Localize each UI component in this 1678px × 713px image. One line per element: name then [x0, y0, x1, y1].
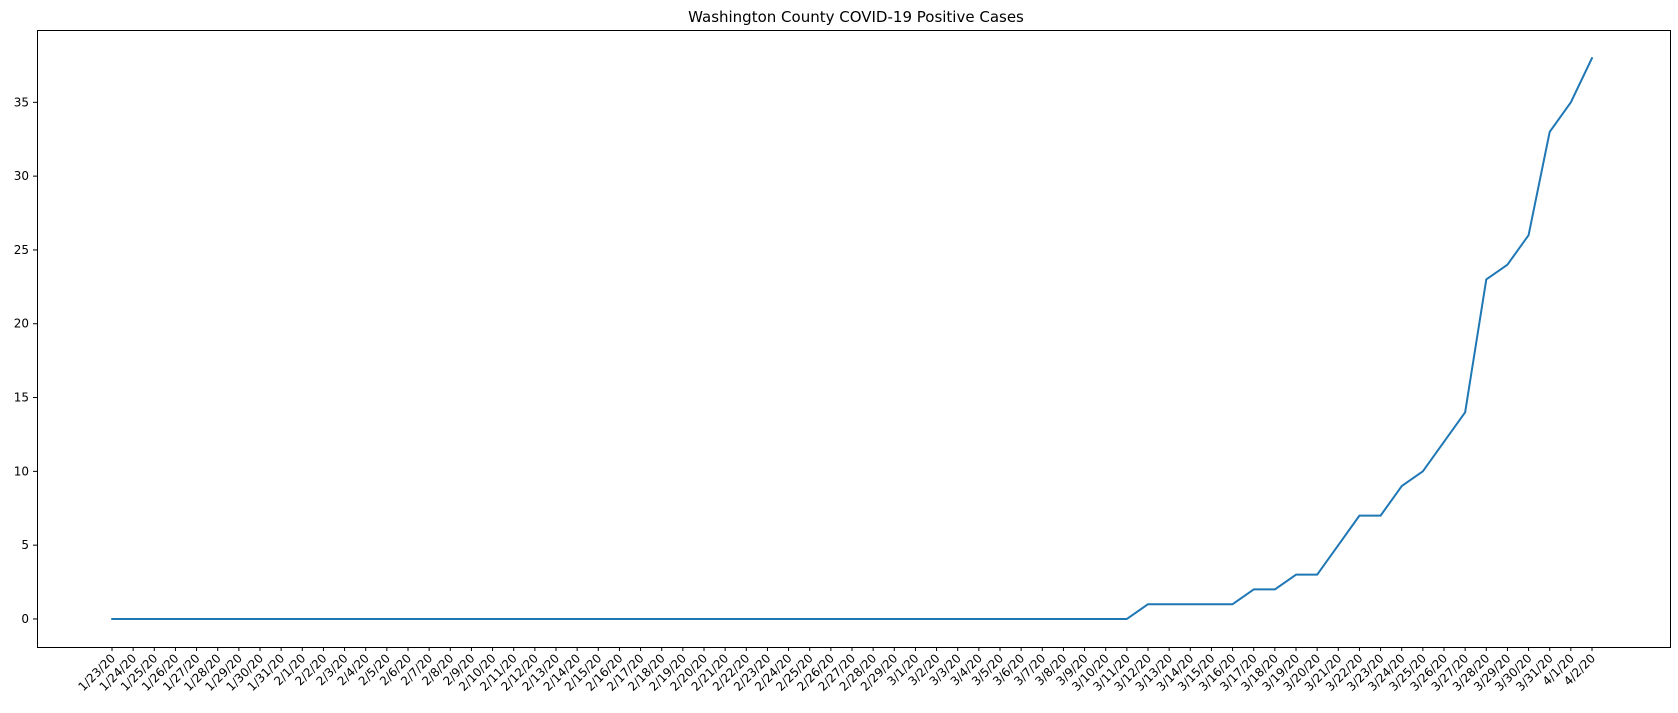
data-point — [1105, 618, 1107, 620]
y-tick-label: 0 — [21, 612, 29, 626]
data-point — [132, 618, 134, 620]
data-point — [1380, 515, 1382, 517]
y-tick-label: 25 — [14, 243, 29, 257]
series-line-positive-cases — [111, 57, 1593, 620]
data-point — [1210, 603, 1212, 605]
data-point — [534, 618, 536, 620]
data-point — [111, 618, 113, 620]
data-point — [978, 618, 980, 620]
data-point — [1274, 588, 1276, 590]
data-point — [1295, 574, 1297, 576]
data-point — [1020, 618, 1022, 620]
data-point — [893, 618, 895, 620]
data-point — [618, 618, 620, 620]
data-point — [1464, 411, 1466, 413]
y-tick-label: 10 — [14, 464, 29, 478]
data-point — [830, 618, 832, 620]
data-point — [1549, 131, 1551, 133]
data-point — [301, 618, 303, 620]
data-point — [851, 618, 853, 620]
data-point — [470, 618, 472, 620]
data-point — [153, 618, 155, 620]
data-point — [1485, 278, 1487, 280]
data-point — [259, 618, 261, 620]
data-point — [1147, 603, 1149, 605]
data-point — [724, 618, 726, 620]
data-point — [1358, 515, 1360, 517]
chart-title: Washington County COVID-19 Positive Case… — [688, 8, 1024, 26]
data-point — [576, 618, 578, 620]
data-point — [1591, 57, 1593, 59]
data-point — [788, 618, 790, 620]
data-point — [703, 618, 705, 620]
data-point — [238, 618, 240, 620]
data-point — [597, 618, 599, 620]
data-point — [322, 618, 324, 620]
data-point — [1528, 234, 1530, 236]
data-point — [1062, 618, 1064, 620]
data-point — [196, 618, 198, 620]
data-point — [1041, 618, 1043, 620]
data-point — [1126, 618, 1128, 620]
data-point — [766, 618, 768, 620]
y-axis-ticks: 0 5 10 15 20 25 30 35 — [14, 95, 37, 626]
y-tick-label: 15 — [14, 391, 29, 405]
data-point — [1443, 441, 1445, 443]
data-point — [280, 618, 282, 620]
data-point — [1570, 101, 1572, 103]
data-point — [174, 618, 176, 620]
data-point — [1189, 603, 1191, 605]
data-point — [1337, 544, 1339, 546]
data-point — [492, 618, 494, 620]
data-point — [217, 618, 219, 620]
data-point — [449, 618, 451, 620]
data-point — [661, 618, 663, 620]
y-tick-label: 30 — [14, 169, 29, 183]
y-tick-label: 35 — [14, 95, 29, 109]
data-point — [1084, 618, 1086, 620]
data-point — [1401, 485, 1403, 487]
data-point — [957, 618, 959, 620]
data-point — [1422, 470, 1424, 472]
data-point — [872, 618, 874, 620]
data-point — [407, 618, 409, 620]
data-point — [809, 618, 811, 620]
data-point — [344, 618, 346, 620]
data-point — [1506, 264, 1508, 266]
data-point — [1168, 603, 1170, 605]
data-point — [1253, 588, 1255, 590]
data-point — [914, 618, 916, 620]
data-point — [1316, 574, 1318, 576]
data-point — [640, 618, 642, 620]
data-point — [682, 618, 684, 620]
data-point — [999, 618, 1001, 620]
y-tick-label: 5 — [21, 538, 29, 552]
y-tick-label: 20 — [14, 317, 29, 331]
data-point — [386, 618, 388, 620]
data-point — [555, 618, 557, 620]
data-point — [513, 618, 515, 620]
data-point — [936, 618, 938, 620]
data-point — [745, 618, 747, 620]
data-point — [428, 618, 430, 620]
data-point — [1232, 603, 1234, 605]
data-point — [365, 618, 367, 620]
plot-area-frame — [37, 30, 1671, 648]
